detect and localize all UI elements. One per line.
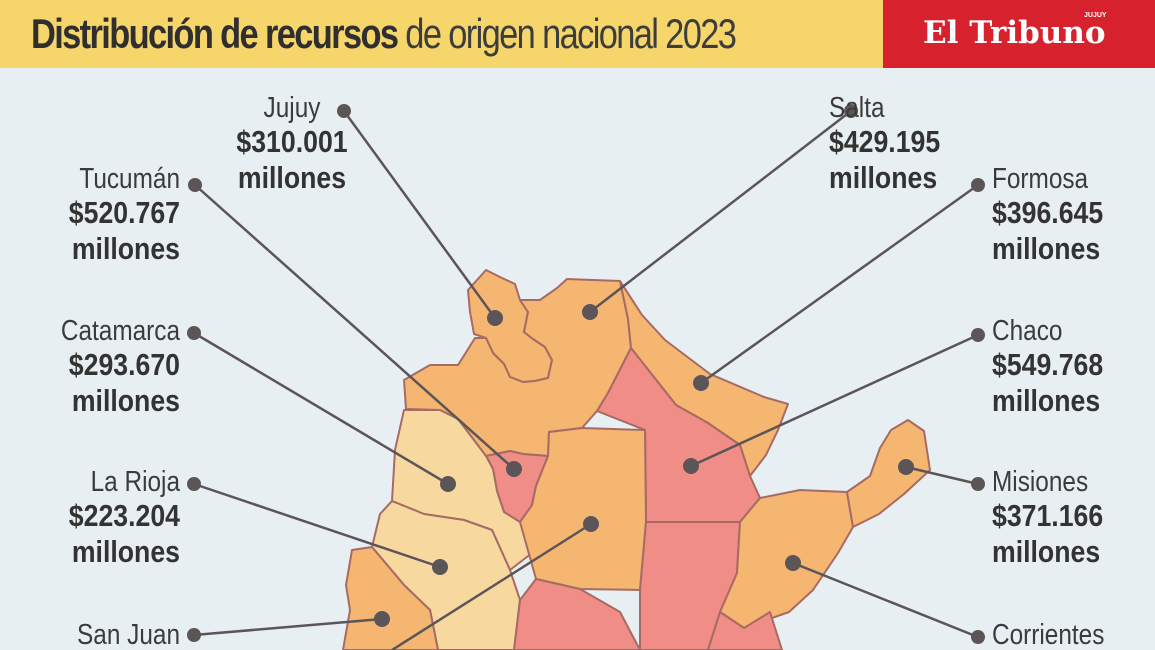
misiones-label: Misiones $371.166 millones: [992, 466, 1155, 570]
tucuman-leader-line: [194, 184, 515, 470]
tucuman-province-marker: [506, 461, 522, 477]
chaco-amount: $549.768: [992, 347, 1104, 382]
catamarca-province-marker: [440, 476, 456, 492]
formosa-marker: [971, 178, 985, 192]
tucuman-name: Tucumán: [79, 163, 180, 195]
chaco-province-marker: [683, 458, 699, 474]
title-light: de origen nacional 2023: [397, 10, 737, 57]
la-rioja-name: La Rioja: [90, 466, 180, 498]
formosa-amount: $396.645: [992, 195, 1104, 230]
san-juan-marker: [187, 628, 201, 642]
santiago-province-marker: [583, 516, 599, 532]
formosa-leader-line: [700, 183, 979, 385]
catamarca-marker: [187, 326, 201, 340]
catamarca-amount: $293.670: [68, 347, 180, 382]
corrientes-name: Corrientes: [992, 619, 1105, 650]
misiones-province: [846, 419, 931, 528]
cordoba-province: [513, 578, 641, 650]
el-tribuno-logo: El Tribuno JUJUY: [883, 0, 1155, 68]
corrientes-leader-line: [792, 561, 979, 639]
misiones-name: Misiones: [992, 466, 1089, 498]
jujuy-marker: [337, 104, 351, 118]
el-tribuno-wordmark: El Tribuno: [923, 15, 1106, 51]
tucuman-unit: millones: [71, 231, 180, 266]
salta-unit: millones: [829, 160, 938, 195]
santiago-leader-line: [391, 522, 592, 650]
tucuman-amount: $520.767: [68, 195, 180, 230]
title-bold: Distribución de recursos: [31, 10, 399, 57]
chaco-name: Chaco: [992, 315, 1063, 347]
chaco-label: Chaco $549.768 millones: [992, 315, 1155, 419]
san-juan-province: [342, 546, 439, 650]
san-juan-name: San Juan: [77, 619, 180, 650]
formosa-name: Formosa: [992, 163, 1089, 195]
jujuy-leader-line: [342, 110, 497, 319]
catamarca-unit: millones: [71, 383, 180, 418]
misiones-marker: [971, 477, 985, 491]
formosa-unit: millones: [992, 231, 1101, 266]
jujuy-logo-text: JUJUY: [1084, 12, 1107, 19]
jujuy-amount: $310.001: [236, 124, 348, 159]
la-rioja-label: La Rioja $223.204 millones: [0, 466, 180, 570]
jujuy-label: Jujuy $310.001 millones: [197, 92, 387, 196]
catamarca-label: Catamarca $293.670 millones: [0, 315, 180, 419]
salta-label: Salta $429.195 millones: [829, 92, 1019, 196]
chaco-unit: millones: [992, 383, 1101, 418]
la-rioja-unit: millones: [71, 534, 180, 569]
corrientes-label: Corrientes: [992, 619, 1155, 650]
misiones-amount: $371.166: [992, 498, 1104, 533]
salta-amount: $429.195: [829, 124, 941, 159]
catamarca-name: Catamarca: [60, 315, 180, 347]
chaco-leader-line: [690, 333, 979, 468]
san-juan-label: San Juan: [0, 619, 180, 650]
formosa-label: Formosa $396.645 millones: [992, 163, 1155, 267]
tucuman-marker: [188, 178, 202, 192]
la-rioja-amount: $223.204: [68, 498, 180, 533]
title-bar: Distribución de recursos de origen nacio…: [0, 0, 1155, 68]
san-juan-leader-line: [193, 617, 383, 637]
corrientes-marker: [971, 630, 985, 644]
misiones-unit: millones: [992, 534, 1101, 569]
entre-rios-province: [707, 611, 783, 650]
la-rioja-province-marker: [432, 559, 448, 575]
misiones-province-marker: [898, 459, 914, 475]
salta-province-marker: [582, 304, 598, 320]
corrientes-province-marker: [785, 555, 801, 571]
la-rioja-leader-line: [193, 482, 441, 569]
la-rioja-marker: [187, 477, 201, 491]
salta-leader-line: [589, 110, 852, 313]
san-juan-province-marker: [374, 611, 390, 627]
catamarca-leader-line: [193, 331, 449, 486]
jujuy-unit: millones: [237, 160, 347, 195]
salta-marker: [844, 104, 858, 118]
jujuy-province-marker: [487, 310, 503, 326]
salta-name: Salta: [829, 92, 885, 124]
misiones-leader-line: [905, 465, 979, 486]
formosa-province-marker: [693, 375, 709, 391]
jujuy-name: Jujuy: [263, 92, 321, 124]
page-title: Distribución de recursos de origen nacio…: [31, 10, 737, 57]
tucuman-label: Tucumán $520.767 millones: [0, 163, 180, 267]
chaco-marker: [971, 328, 985, 342]
